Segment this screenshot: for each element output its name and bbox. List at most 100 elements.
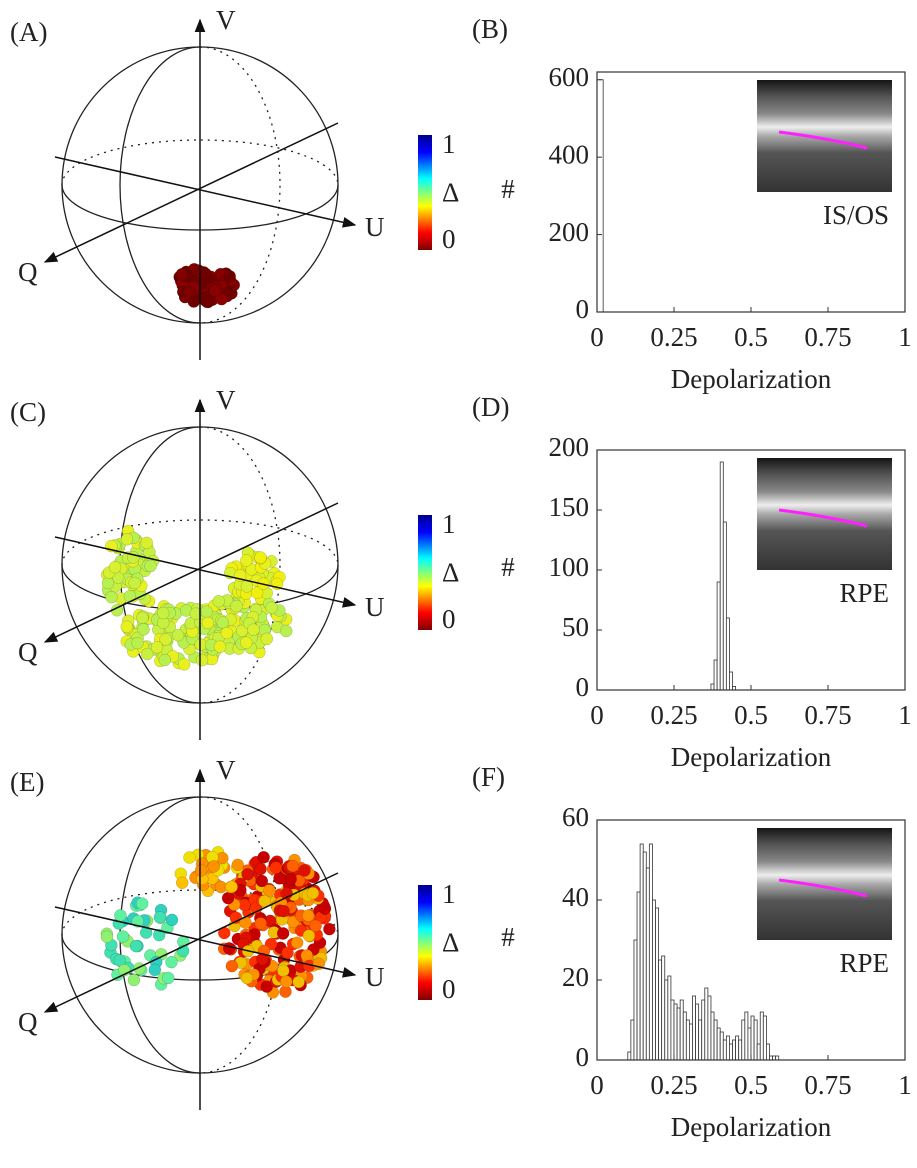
sphere-point bbox=[232, 859, 244, 871]
hist-bar bbox=[763, 1016, 766, 1060]
sphere-point bbox=[247, 624, 259, 636]
sphere-point bbox=[270, 862, 282, 874]
y-tick-label: 150 bbox=[549, 492, 590, 522]
sphere-point bbox=[226, 881, 238, 893]
hist-bar bbox=[717, 1028, 720, 1060]
hist-bar bbox=[745, 1012, 748, 1060]
y-tick-label: 60 bbox=[562, 802, 589, 832]
axis-label-u: U bbox=[365, 212, 385, 242]
axis-label-u: U bbox=[365, 592, 385, 622]
inset-label: IS/OS bbox=[823, 200, 889, 230]
sphere-point bbox=[280, 625, 292, 637]
oct-inset bbox=[757, 80, 892, 192]
hist-bar bbox=[689, 1024, 692, 1060]
hist-bar bbox=[751, 1016, 754, 1060]
sphere-point bbox=[226, 960, 238, 972]
sphere-point bbox=[240, 554, 252, 566]
sphere-point bbox=[176, 268, 188, 280]
sphere-point bbox=[184, 286, 196, 298]
hist-bar bbox=[717, 582, 720, 690]
sphere-point bbox=[202, 295, 214, 307]
x-tick-label: 0.5 bbox=[734, 322, 768, 352]
oct-inset bbox=[757, 828, 892, 940]
y-tick-label: 200 bbox=[549, 217, 590, 247]
sphere-point bbox=[166, 914, 178, 926]
sphere-point bbox=[307, 887, 319, 899]
sphere-point bbox=[214, 641, 226, 653]
hist-bar bbox=[760, 1012, 763, 1060]
x-tick-label: 0.25 bbox=[650, 700, 697, 730]
axis-label-q: Q bbox=[18, 637, 38, 667]
sphere-point bbox=[224, 270, 236, 282]
sphere-point bbox=[266, 602, 278, 614]
hist-bar bbox=[674, 1004, 677, 1060]
sphere-point bbox=[114, 909, 126, 921]
panel-label: (B) bbox=[472, 14, 508, 44]
sphere-point bbox=[298, 864, 310, 876]
colorbar-label: Δ bbox=[442, 928, 459, 958]
sphere-point bbox=[231, 600, 243, 612]
colorbar bbox=[418, 885, 432, 1000]
hist-bar bbox=[659, 960, 662, 1060]
y-tick-label: 40 bbox=[562, 882, 589, 912]
hist-bar bbox=[628, 1052, 631, 1060]
sphere-point bbox=[273, 872, 285, 884]
oct-inset bbox=[757, 458, 892, 570]
axis-label-v: V bbox=[216, 5, 236, 35]
y-axis-label: # bbox=[501, 174, 515, 204]
hist-bar bbox=[711, 1012, 714, 1060]
hist-bar bbox=[714, 660, 717, 690]
hist-bar bbox=[652, 900, 655, 1060]
x-tick-label: 1 bbox=[898, 700, 912, 730]
x-tick-label: 0.5 bbox=[734, 700, 768, 730]
hist-bar bbox=[729, 1044, 732, 1060]
hist-bar bbox=[729, 672, 732, 690]
x-axis-label: Depolarization bbox=[671, 1112, 832, 1142]
figure: (A)VUQ01Δ(B)020040060000.250.50.751Depol… bbox=[0, 0, 917, 1163]
sphere-point bbox=[172, 629, 184, 641]
axis-label-v: V bbox=[216, 755, 236, 785]
sphere-point bbox=[144, 560, 156, 572]
sphere-point bbox=[240, 637, 252, 649]
sphere-point bbox=[195, 864, 207, 876]
hist-bar bbox=[711, 684, 714, 690]
sphere-point bbox=[162, 972, 174, 984]
hist-bar bbox=[742, 1020, 745, 1060]
sphere-point bbox=[293, 976, 305, 988]
sphere-point bbox=[202, 617, 214, 629]
x-tick-label: 1 bbox=[898, 322, 912, 352]
hist-bar bbox=[720, 462, 723, 690]
sphere-point bbox=[241, 972, 253, 984]
q-axis bbox=[45, 123, 338, 262]
hist-bar bbox=[662, 956, 665, 1060]
sphere-point bbox=[285, 873, 297, 885]
sphere-point bbox=[287, 860, 299, 872]
hist-bar bbox=[692, 996, 695, 1060]
x-tick-label: 0 bbox=[590, 1070, 604, 1100]
sphere-point bbox=[201, 606, 213, 618]
hist-bar bbox=[683, 1012, 686, 1060]
sphere-point bbox=[132, 637, 144, 649]
sphere-point bbox=[291, 937, 303, 949]
hist-bar bbox=[723, 1040, 726, 1060]
colorbar-label: Δ bbox=[442, 178, 459, 208]
x-tick-label: 0.75 bbox=[804, 700, 851, 730]
y-axis-label: # bbox=[501, 552, 515, 582]
x-axis-label: Depolarization bbox=[671, 742, 832, 772]
sphere-point bbox=[102, 577, 114, 589]
sphere-point bbox=[101, 931, 113, 943]
hist-bar bbox=[696, 1004, 699, 1060]
sphere-point bbox=[149, 964, 161, 976]
sphere-point bbox=[255, 552, 267, 564]
colorbar-label: Δ bbox=[442, 558, 459, 588]
hist-bar bbox=[757, 1044, 760, 1060]
y-tick-label: 400 bbox=[549, 139, 590, 169]
hist-bar bbox=[726, 618, 729, 690]
u-axis bbox=[55, 157, 355, 225]
sphere-point bbox=[277, 927, 289, 939]
sphere-point bbox=[151, 641, 163, 653]
sphere-point bbox=[261, 633, 273, 645]
sphere-point bbox=[302, 910, 314, 922]
sphere-point bbox=[223, 942, 235, 954]
x-tick-label: 0.5 bbox=[734, 1070, 768, 1100]
